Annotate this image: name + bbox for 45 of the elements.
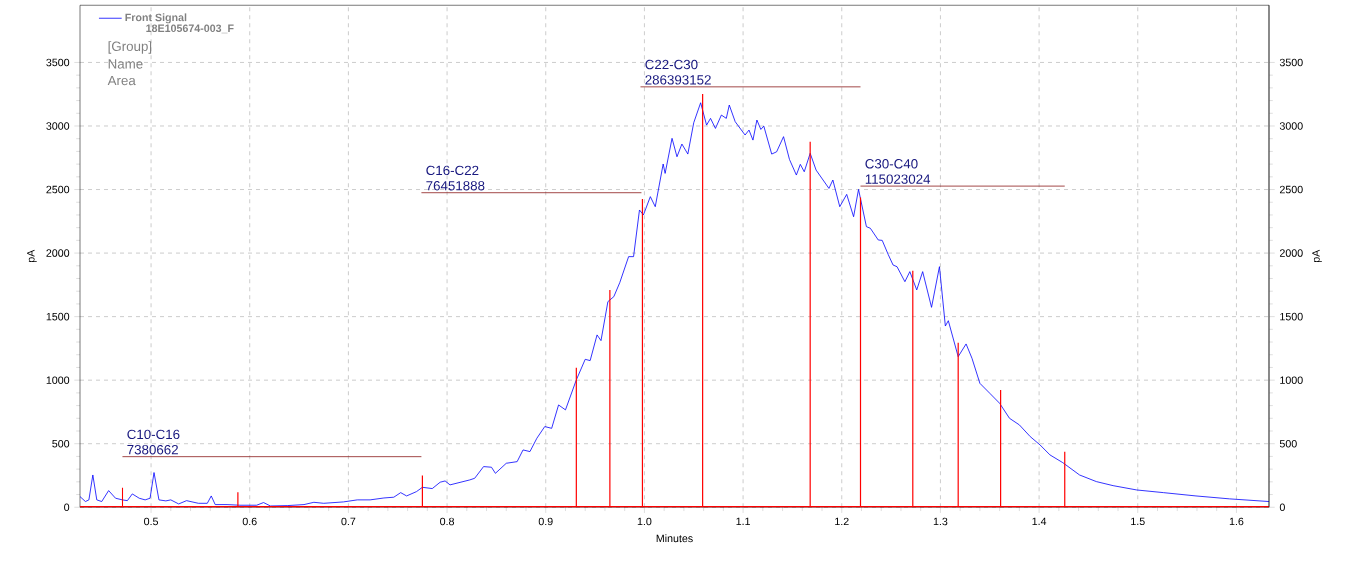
y2-tick-label: 0 [1279,503,1285,512]
x-tick-label: 1.0 [637,517,652,526]
annotation: C22-C30 [645,59,698,70]
y-axis-title: pA [27,249,37,263]
x-tick-label: 1.6 [1229,517,1244,526]
annotation: 7380662 [127,444,178,455]
x-tick-label: 1.1 [736,517,750,525]
annotation: 76451888 [426,181,485,191]
x-tick-label: 1.5 [1131,517,1145,526]
y2-axis-title: pA [1312,249,1322,263]
x-axis-title: Minutes [656,534,693,543]
y2-tick-label: 2500 [1279,185,1303,194]
y-tick-label: 3000 [46,122,70,130]
x-tick-label: 0.8 [440,517,455,526]
annotation: Name [108,59,143,69]
y-tick-label: 1000 [46,376,70,384]
x-tick-label: 0.9 [538,517,553,526]
y2-tick-label: 1000 [1280,376,1303,384]
annotation: [Group] [108,41,152,54]
y2-tick-label: 1500 [1280,312,1303,321]
annotation: 286393152 [645,75,711,85]
x-tick-label: 1.3 [933,517,948,526]
annotation: Area [107,75,136,86]
y2-tick-label: 3000 [1279,122,1303,130]
x-tick-label: 0.6 [242,517,257,526]
annotation: 18E105674-003_F [146,24,234,34]
y-tick-label: 2500 [46,185,70,194]
annotation: C16-C22 [426,165,479,176]
x-tick-label: 1.4 [1032,517,1047,525]
y-tick-label: 3500 [46,58,70,67]
y-tick-label: 1500 [46,312,70,321]
x-tick-label: 0.7 [341,517,356,526]
y-tick-label: 2000 [46,249,70,257]
line-series [80,102,1269,507]
y2-tick-label: 500 [1279,439,1297,448]
legend-label: Front Signal [125,13,187,24]
annotation: C10-C16 [127,429,180,440]
y2-tick-label: 2000 [1279,249,1303,257]
y-tick-label: 0 [64,503,70,512]
x-tick-label: 0.5 [144,517,159,526]
x-tick-label: 1.2 [835,517,849,526]
annotation: C30-C40 [865,159,918,169]
y2-tick-label: 3500 [1279,58,1303,67]
y-tick-label: 500 [52,439,70,448]
annotation: 115023024 [865,174,931,184]
